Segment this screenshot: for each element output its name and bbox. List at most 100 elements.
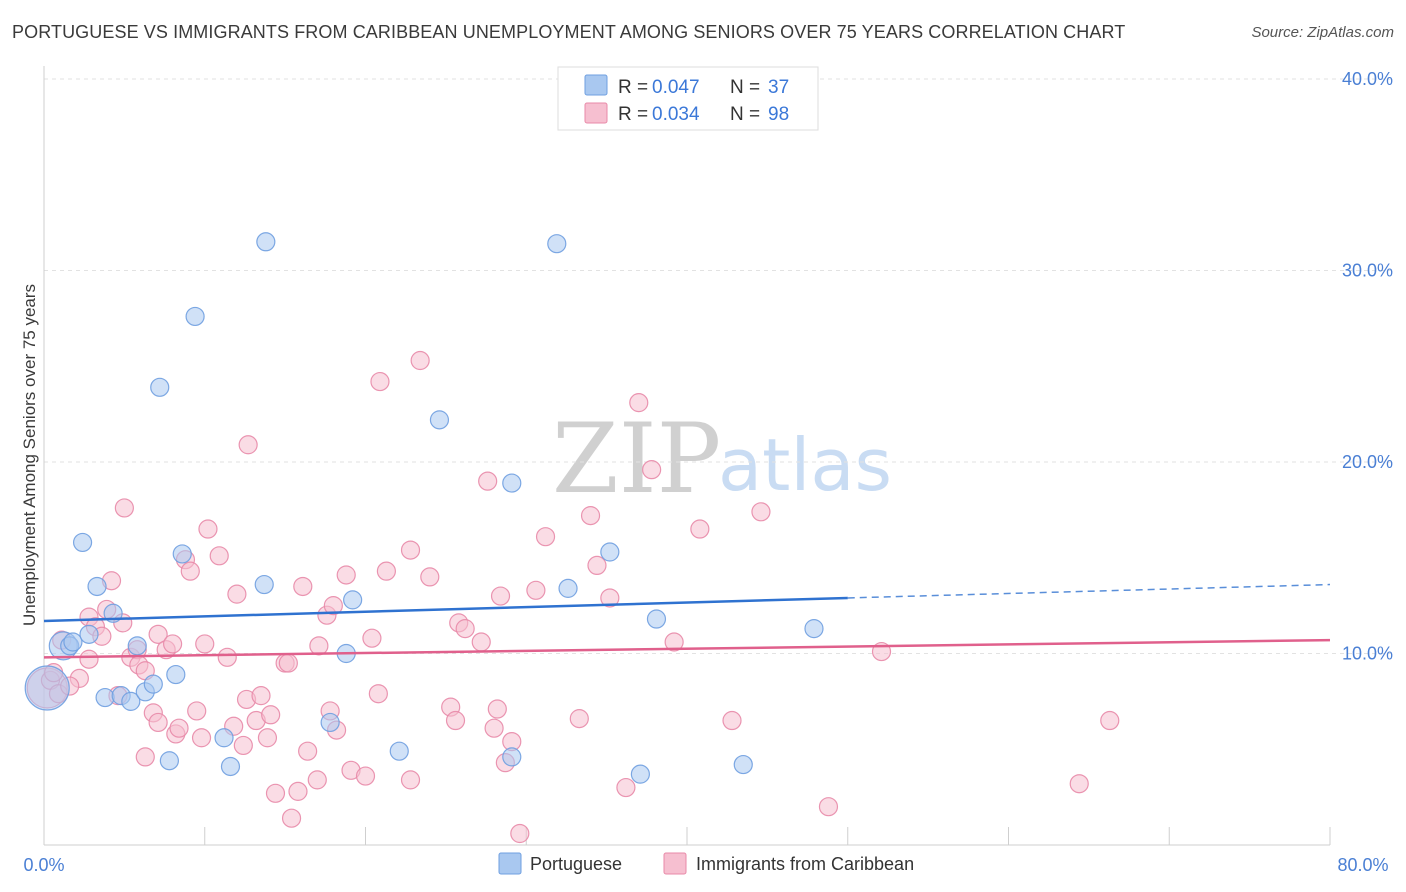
caribbean-point [445,710,466,731]
caribbean-point [187,701,207,721]
y-tick-label: 40.0% [1342,69,1393,89]
caribbean-point [362,628,382,648]
caribbean-point [487,699,507,719]
caribbean-point [251,686,271,706]
bottom-legend-swatch-portuguese [498,852,522,875]
caribbean-point [580,506,601,526]
caribbean-point [587,555,607,576]
legend-r-label-portuguese: R = [618,77,648,98]
portuguese-point [24,665,70,711]
portuguese-point [600,542,620,562]
caribbean-point [455,619,475,639]
caribbean-point [400,540,421,560]
caribbean-point [288,781,308,801]
portuguese-point [429,410,450,430]
caribbean-point [298,741,318,761]
caribbean-point [169,718,189,738]
gridlines [44,78,1392,654]
watermark-atlas: atlas [718,423,892,507]
chart-title: PORTUGUESE VS IMMIGRANTS FROM CARIBBEAN … [12,22,1126,42]
portuguese-point [558,578,578,598]
caribbean-point [323,596,343,616]
caribbean-point [278,653,298,673]
stats-legend: R = 0.047 N = 37 R = 0.034 N = 98 [557,66,819,131]
legend-r-value-portuguese: 0.047 [652,77,700,98]
caribbean-point [642,460,662,480]
caribbean-point [198,519,218,539]
portuguese-point [87,576,107,597]
bottom-legend-swatch-caribbean [663,852,687,875]
portuguese-point [159,751,179,771]
caribbean-point [629,393,649,413]
caribbean-point [195,634,215,654]
caribbean-point [484,718,504,738]
caribbean-point [616,777,636,798]
caribbean-point [307,770,327,790]
caribbean-point [569,709,589,729]
y-tick-label: 30.0% [1342,261,1393,281]
legend-swatch-portuguese [584,74,608,96]
portuguese-point [254,574,274,595]
x-ticks [43,827,1331,845]
caribbean-point [261,705,281,725]
caribbean-point [368,684,388,704]
portuguese-point [166,664,186,685]
caribbean-point [1100,710,1120,731]
y-tick-label: 10.0% [1342,644,1393,664]
source-label: Source: ZipAtlas.com [1251,24,1394,41]
caribbean-point [114,498,134,518]
series-legend: Portuguese Immigrants from Caribbean [498,852,914,875]
portuguese-point [502,473,522,493]
caribbean-point [180,561,200,581]
portuguese-point [214,728,234,748]
portuguese-point [256,232,276,252]
portuguese-point [733,754,753,775]
caribbean-point [526,580,546,600]
portuguese-point [389,741,409,761]
caribbean-point [217,647,237,667]
caribbean-point [376,561,396,581]
caribbean-point [818,797,839,817]
portuguese-point [121,691,141,711]
portuguese-points [24,232,824,784]
caribbean-point [148,712,168,733]
caribbean-point [355,766,376,786]
portuguese-point [127,636,147,656]
caribbean-point [238,435,258,455]
portuguese-point [630,764,650,784]
caribbean-point [370,371,390,392]
legend-n-value-portuguese: 37 [768,77,789,98]
caribbean-point [257,728,278,748]
caribbean-point [281,808,302,828]
y-axis-label: Unemployment Among Seniors over 75 years [20,284,39,626]
caribbean-point [209,546,229,566]
portuguese-point [143,674,163,694]
portuguese-point [150,377,170,397]
portuguese-point [95,687,115,708]
caribbean-point [478,471,498,491]
caribbean-point [163,634,183,654]
caribbean-point [265,783,286,803]
legend-n-value-caribbean: 98 [768,104,789,125]
portuguese-point [220,756,241,777]
caribbean-point [410,350,430,371]
caribbean-point [490,586,511,606]
caribbean-point [1069,774,1089,794]
caribbean-point [664,632,684,652]
legend-swatch-caribbean [584,102,608,124]
legend-n-label-caribbean: N = [730,104,760,125]
portuguese-trend-extension [847,583,1331,599]
portuguese-trend-line [43,596,848,623]
caribbean-point [227,584,247,604]
caribbean-point [309,636,329,656]
y-tick-label: 20.0% [1342,452,1393,472]
caribbean-trend-line [43,638,1331,659]
portuguese-point [343,590,363,610]
caribbean-point [293,576,313,597]
portuguese-point [320,712,340,733]
portuguese-point [79,624,99,644]
portuguese-point [72,532,93,553]
legend-n-label-portuguese: N = [730,77,760,98]
caribbean-point [600,588,620,608]
legend-r-value-caribbean: 0.034 [652,104,700,125]
